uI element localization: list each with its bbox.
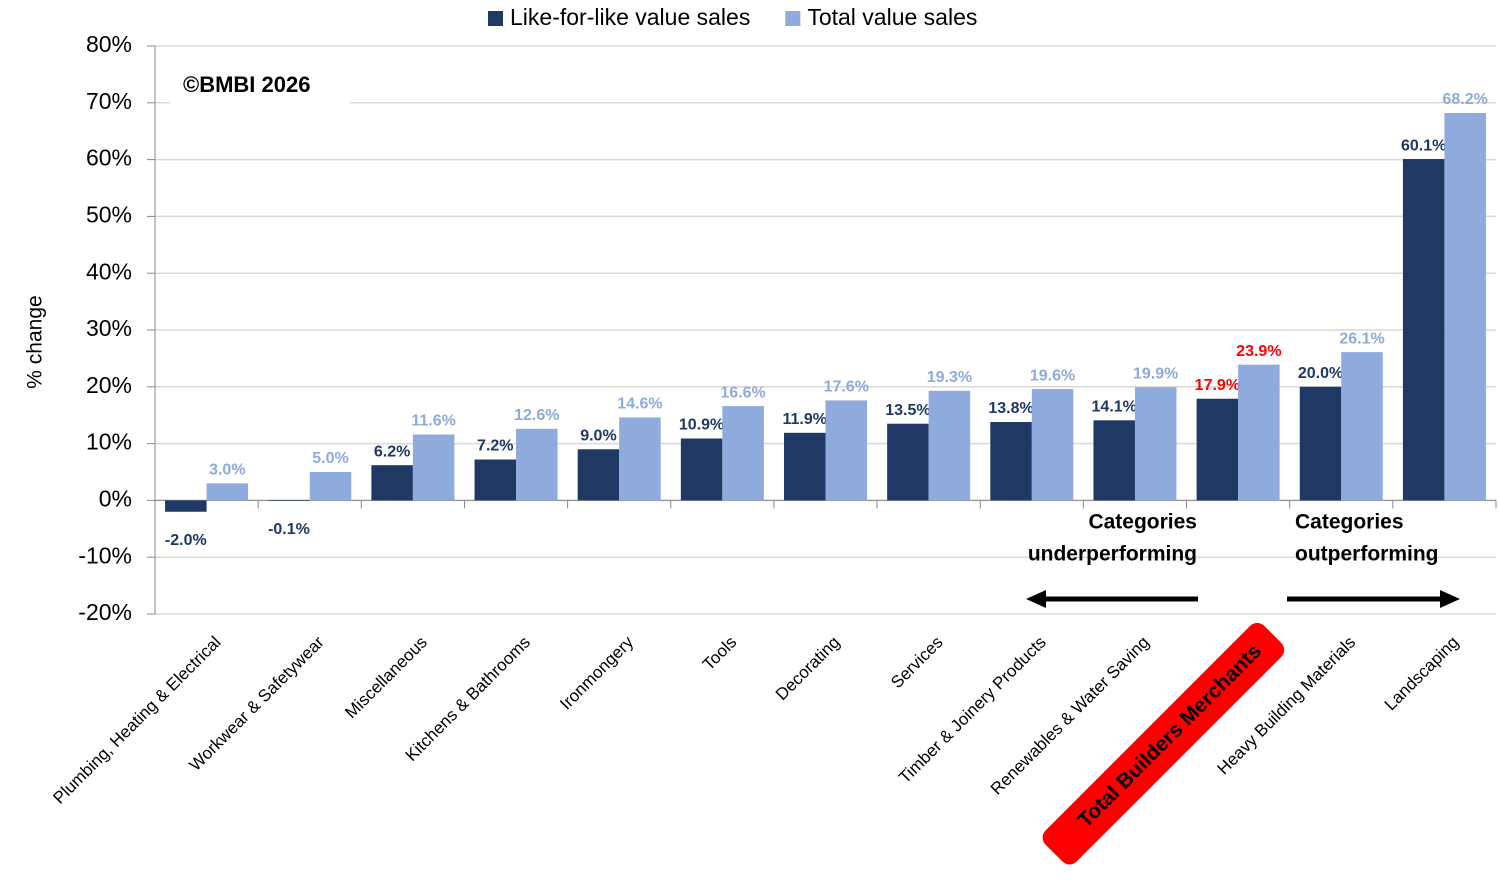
x-tick-group: Tools <box>699 633 740 674</box>
annotation: Categories <box>1088 511 1197 534</box>
value-label: 7.2% <box>477 438 513 455</box>
value-label: 14.6% <box>617 396 662 413</box>
legend-swatch <box>785 11 801 26</box>
value-label: 9.0% <box>580 427 616 444</box>
x-tick-label: Tools <box>699 633 740 674</box>
y-tick-label: 0% <box>99 485 132 511</box>
bar <box>784 432 826 501</box>
value-label: 14.1% <box>1092 399 1137 416</box>
x-tick-label: Miscellaneous <box>341 633 431 723</box>
bar <box>206 483 249 501</box>
y-tick-label: 10% <box>86 429 132 455</box>
value-label: -2.0% <box>165 532 207 549</box>
value-label: 5.0% <box>312 450 348 467</box>
x-tick-label: Plumbing, Heating & Electrical <box>49 633 224 808</box>
bar <box>516 428 558 501</box>
y-tick-label: 50% <box>86 201 132 227</box>
y-tick-label: 20% <box>86 372 132 398</box>
bar <box>1341 352 1383 501</box>
bar <box>887 423 929 501</box>
y-tick-label: 70% <box>86 88 132 114</box>
value-label: 17.6% <box>824 379 869 396</box>
bar <box>619 417 661 501</box>
value-label: 60.1% <box>1401 137 1446 154</box>
bar <box>577 449 620 501</box>
value-label: 23.9% <box>1236 343 1281 360</box>
value-label: 17.9% <box>1195 377 1240 394</box>
x-tick-group: Decorating <box>772 633 844 705</box>
value-label: 10.9% <box>679 417 724 434</box>
bar <box>474 459 517 501</box>
legend-swatch <box>488 11 503 26</box>
bar <box>680 438 723 501</box>
bar <box>1196 398 1239 501</box>
value-label: -0.1% <box>268 521 310 538</box>
value-label: 19.6% <box>1030 367 1075 384</box>
bar <box>990 422 1032 501</box>
bar <box>1134 387 1177 501</box>
bar <box>928 390 971 501</box>
x-tick-label: Decorating <box>772 633 844 705</box>
bar <box>268 500 310 501</box>
value-label: 3.0% <box>209 462 245 479</box>
value-label: 20.0% <box>1298 365 1343 382</box>
y-tick-label: -10% <box>78 542 132 568</box>
arrow-head <box>1440 590 1460 608</box>
x-tick-label: Ironmongery <box>556 632 637 713</box>
bar <box>825 400 867 501</box>
value-label: 68.2% <box>1442 91 1487 108</box>
copyright: ©BMBI 2026 <box>183 72 310 97</box>
bar <box>1238 364 1280 501</box>
bar <box>722 406 764 501</box>
highlight-box <box>1042 622 1285 865</box>
copyright-bg <box>170 66 350 116</box>
value-label: 13.5% <box>885 402 930 419</box>
bar <box>1031 389 1074 501</box>
value-label: 16.6% <box>720 384 765 401</box>
x-tick-group: Miscellaneous <box>341 633 431 723</box>
y-axis-label: % change <box>24 295 47 388</box>
y-tick-label: 30% <box>86 315 132 341</box>
x-tick-group: Landscaping <box>1381 633 1463 715</box>
x-tick-label: Services <box>887 633 947 693</box>
value-label: 13.8% <box>988 400 1033 417</box>
bar <box>165 500 207 512</box>
x-tick-group: Services <box>887 633 947 693</box>
bar <box>1299 386 1342 501</box>
y-tick-label: 80% <box>86 31 132 57</box>
value-label: 19.3% <box>927 369 972 386</box>
value-label: 26.1% <box>1339 330 1384 347</box>
annotation: outperforming <box>1295 543 1438 566</box>
y-tick-label: -20% <box>78 599 132 625</box>
legend-label: Like-for-like value sales <box>510 4 750 30</box>
bar <box>412 434 455 501</box>
value-label: 6.2% <box>374 443 410 460</box>
bar <box>371 465 413 501</box>
bar <box>309 472 352 501</box>
x-tick-label: Landscaping <box>1381 633 1463 715</box>
bar <box>1402 159 1445 501</box>
legend-label: Total value sales <box>807 4 977 30</box>
arrow-head <box>1026 590 1046 608</box>
value-label: 11.6% <box>411 413 455 430</box>
bar <box>1444 113 1486 501</box>
x-tick-group: Ironmongery <box>556 632 637 713</box>
annotation: Categories <box>1295 511 1404 534</box>
y-tick-label: 60% <box>86 145 132 171</box>
value-label: 11.9% <box>783 411 827 428</box>
value-label: 19.9% <box>1133 366 1178 383</box>
y-tick-label: 40% <box>86 258 132 284</box>
value-label: 12.6% <box>514 407 559 424</box>
x-tick-group: Plumbing, Heating & Electrical <box>49 633 224 808</box>
annotation: underperforming <box>1028 543 1197 566</box>
bar <box>1093 420 1135 501</box>
